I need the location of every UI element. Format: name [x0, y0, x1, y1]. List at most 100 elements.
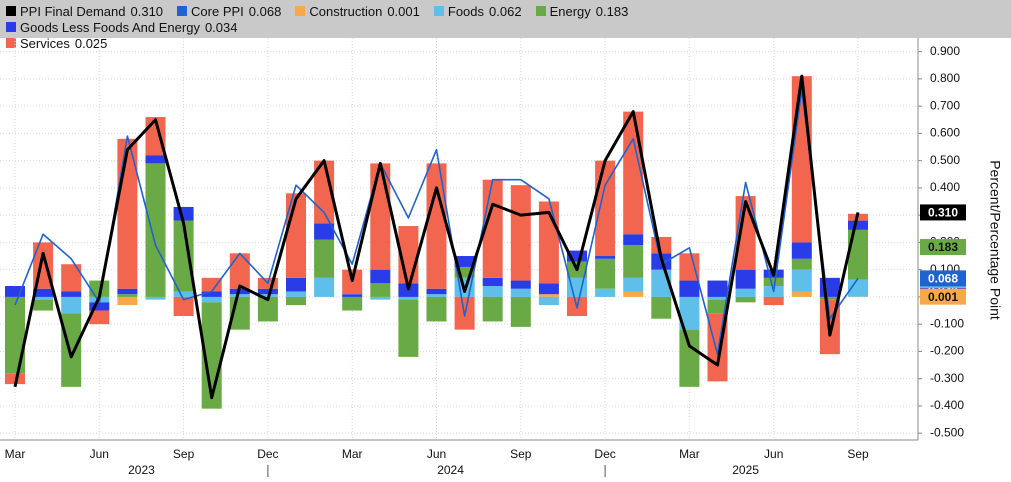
legend-label: Foods	[447, 3, 485, 19]
value-tag	[920, 239, 966, 256]
legend-value: 0.183	[595, 3, 629, 19]
bar	[5, 373, 25, 385]
bar	[229, 294, 250, 297]
bar	[370, 283, 391, 297]
bar	[61, 291, 82, 297]
year-label: 2023	[128, 463, 155, 477]
x-tick-label: Dec	[257, 447, 278, 461]
bar	[735, 296, 756, 303]
value-tag-label: 0.001	[928, 290, 958, 304]
bar	[595, 288, 616, 297]
bar	[286, 296, 306, 306]
bar	[398, 296, 419, 300]
bar	[848, 229, 868, 280]
bar	[173, 291, 194, 297]
bar	[595, 256, 616, 259]
legend-item: Goods Less Foods And Energy 0.034	[6, 19, 238, 35]
bar	[791, 76, 812, 243]
bar	[89, 280, 110, 297]
bar	[791, 269, 812, 292]
bar	[538, 283, 559, 295]
bar	[342, 296, 363, 311]
bar	[510, 288, 531, 297]
y-tick-label: 0.900	[930, 44, 960, 58]
legend-swatch	[295, 6, 306, 16]
bar	[707, 296, 728, 300]
bar	[848, 220, 868, 230]
legend-label: Services	[20, 35, 70, 51]
x-tick-label: Jun	[764, 447, 783, 461]
bar	[510, 296, 531, 327]
legend-label: PPI Final Demand	[20, 3, 126, 19]
x-tick-label: Jun	[90, 447, 109, 461]
bar	[257, 296, 278, 322]
y-tick-label: 0.500	[930, 153, 960, 167]
x-tick-label: Sep	[510, 447, 532, 461]
bar	[763, 277, 784, 287]
y-tick-label: 0.400	[930, 180, 960, 194]
legend-item: Services 0.025	[6, 35, 107, 51]
bar	[679, 296, 700, 330]
bar	[623, 245, 644, 278]
bar	[229, 253, 250, 289]
line	[13, 74, 860, 400]
x-tick-label: Mar	[679, 447, 700, 461]
bar	[33, 296, 54, 300]
value-tag-label: 0.310	[928, 206, 958, 220]
bar	[286, 277, 306, 292]
value-tag-label: 0.183	[928, 240, 958, 254]
bar	[679, 329, 700, 387]
bar	[314, 277, 335, 297]
bar	[286, 291, 306, 297]
y-tick-label: -0.100	[930, 316, 964, 330]
legend-value: 0.001	[387, 3, 420, 19]
x-tick-label: Sep	[173, 447, 195, 461]
bar	[314, 223, 335, 240]
bar	[791, 291, 812, 297]
bar	[33, 288, 54, 297]
bar	[117, 288, 138, 295]
y-tick-label: -0.400	[930, 398, 964, 412]
legend-swatch	[6, 38, 16, 48]
bar	[791, 242, 812, 259]
bar	[173, 296, 194, 316]
y-tick-label: 0.700	[930, 98, 960, 112]
bar	[370, 269, 391, 284]
bar	[735, 269, 756, 289]
y-axis-title: Percent/Percentage Point	[987, 160, 1003, 320]
bar	[735, 288, 756, 297]
bar	[117, 296, 138, 306]
bar	[426, 163, 447, 289]
legend-label: Goods Less Foods And Energy	[20, 19, 200, 35]
bar	[117, 294, 138, 297]
legend-value: 0.034	[204, 19, 238, 35]
y-tick-label: -0.500	[930, 425, 964, 439]
year-label: 2025	[732, 463, 759, 477]
bar	[201, 277, 222, 292]
y-tick-label: -0.300	[930, 371, 964, 385]
bar	[370, 296, 391, 300]
value-tag	[920, 288, 966, 305]
x-tick-label: Dec	[594, 447, 615, 461]
legend-value: 0.025	[74, 35, 108, 51]
bar	[679, 253, 700, 281]
legend-swatch	[433, 6, 444, 16]
bar	[5, 286, 25, 297]
bar	[89, 310, 110, 325]
value-tag	[920, 204, 966, 221]
bar	[454, 256, 475, 267]
bar	[426, 296, 447, 322]
bar	[257, 288, 278, 295]
bar	[33, 299, 54, 311]
legend-item: Core PPI 0.068	[177, 3, 281, 19]
bar	[763, 296, 784, 306]
bar	[145, 155, 166, 164]
x-tick-label: Jun	[427, 447, 446, 461]
bar	[510, 185, 531, 281]
bar	[707, 299, 728, 314]
bar	[567, 250, 587, 262]
bar	[342, 294, 363, 297]
bar	[510, 280, 531, 289]
bar	[173, 220, 194, 292]
